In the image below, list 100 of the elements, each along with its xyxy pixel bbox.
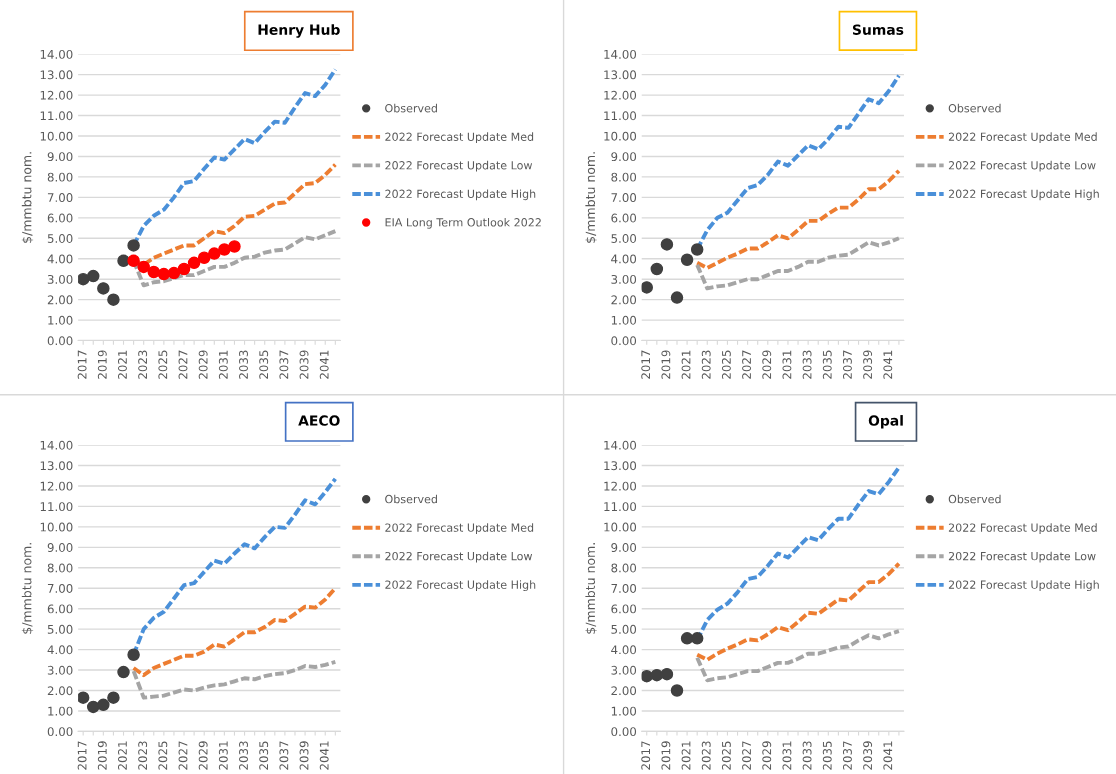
point bbox=[670, 291, 684, 304]
x-tick-label: 2019 bbox=[661, 350, 671, 379]
point bbox=[127, 239, 140, 252]
x-tick-label: 2029 bbox=[762, 741, 772, 770]
x-tick-label: 2035 bbox=[822, 741, 832, 770]
point bbox=[157, 267, 171, 281]
line-series bbox=[131, 659, 338, 700]
y-tick-label: 3.00 bbox=[611, 665, 637, 675]
point bbox=[97, 698, 110, 712]
x-tick-label: 2027 bbox=[742, 741, 752, 770]
x-tick-label: 2031 bbox=[218, 741, 228, 770]
x-tick-label: 2019 bbox=[661, 741, 671, 770]
legend-label: Observed bbox=[385, 103, 437, 113]
x-tick-label: 2039 bbox=[863, 741, 873, 770]
legend-label: 2022 Forecast Update Low bbox=[948, 551, 1096, 563]
y-tick-label: 13.00 bbox=[40, 461, 73, 471]
legend-label: 2022 Forecast Update Low bbox=[385, 160, 533, 172]
point bbox=[137, 260, 150, 274]
point bbox=[680, 632, 694, 645]
point bbox=[177, 262, 191, 276]
y-tick-label: 14.00 bbox=[604, 440, 637, 450]
x-tick-label: 2023 bbox=[138, 350, 148, 379]
x-tick-label: 2025 bbox=[158, 350, 168, 379]
x-tick-label: 2025 bbox=[158, 741, 168, 770]
x-tick-label: 2027 bbox=[178, 741, 188, 770]
y-tick-label: 4.00 bbox=[611, 254, 637, 264]
chart-title: Henry Hub bbox=[258, 24, 340, 38]
point bbox=[660, 238, 674, 251]
y-tick-label: 6.00 bbox=[611, 213, 637, 223]
y-tick-label: 0.00 bbox=[47, 336, 73, 346]
y-tick-label: 11.00 bbox=[604, 111, 637, 121]
y-tick-label: 11.00 bbox=[40, 111, 73, 121]
legend-label: 2022 Forecast Update Med bbox=[385, 132, 534, 144]
x-tick-label: 2017 bbox=[77, 741, 87, 770]
y-tick-label: 13.00 bbox=[40, 70, 73, 80]
chart-title: Opal bbox=[868, 415, 903, 429]
x-tick-label: 2035 bbox=[259, 741, 269, 770]
y-tick-label: 12.00 bbox=[40, 481, 73, 491]
y-tick-label: 6.00 bbox=[611, 604, 637, 614]
x-tick-label: 2021 bbox=[118, 350, 127, 379]
point bbox=[218, 243, 231, 256]
y-tick-label: 9.00 bbox=[611, 543, 637, 552]
y-tick-label: 12.00 bbox=[40, 90, 73, 100]
legend-label: 2022 Forecast Update Med bbox=[948, 132, 1097, 144]
y-tick-label: 6.00 bbox=[47, 213, 73, 223]
y-tick-label: 3.00 bbox=[47, 665, 73, 675]
point bbox=[78, 272, 90, 286]
y-tick-label: 0.00 bbox=[611, 727, 637, 737]
point bbox=[690, 243, 704, 256]
legend-label: Observed bbox=[385, 494, 437, 504]
y-tick-label: 2.00 bbox=[611, 295, 637, 305]
x-tick-label: 2037 bbox=[279, 741, 289, 770]
x-tick-label: 2017 bbox=[641, 741, 651, 770]
y-tick-label: 8.00 bbox=[611, 172, 637, 182]
y-tick-label: 5.00 bbox=[47, 234, 73, 243]
y-tick-label: 3.00 bbox=[611, 274, 637, 284]
line-series bbox=[695, 168, 901, 270]
x-tick-label: 2033 bbox=[802, 350, 812, 379]
point bbox=[228, 240, 241, 253]
y-tick-label: 12.00 bbox=[604, 90, 637, 100]
y-tick-label: 3.00 bbox=[47, 274, 73, 284]
x-tick-label: 2023 bbox=[701, 350, 711, 379]
y-tick-label: 5.00 bbox=[611, 624, 637, 634]
point bbox=[167, 266, 181, 280]
y-tick-label: 0.00 bbox=[611, 336, 637, 346]
point bbox=[147, 265, 161, 279]
x-tick-label: 2041 bbox=[319, 741, 329, 770]
y-tick-label: 1.00 bbox=[611, 706, 637, 716]
legend-label: 2022 Forecast Update High bbox=[385, 580, 536, 592]
y-tick-label: 14.00 bbox=[604, 49, 637, 59]
y-tick-label: 7.00 bbox=[611, 583, 637, 593]
y-tick-label: 6.00 bbox=[47, 604, 73, 614]
y-tick-label: 4.00 bbox=[611, 645, 637, 655]
legend-label: 2022 Forecast Update Med bbox=[948, 523, 1097, 534]
point bbox=[197, 251, 211, 264]
y-axis-title: $/mmbtu nom. bbox=[585, 543, 597, 634]
y-tick-label: 12.00 bbox=[604, 481, 637, 491]
point bbox=[107, 691, 120, 704]
y-tick-label: 1.00 bbox=[48, 706, 73, 716]
x-tick-label: 2017 bbox=[641, 350, 651, 379]
legend-label: 2022 Forecast Update Med bbox=[385, 523, 534, 534]
y-tick-label: 8.00 bbox=[611, 563, 637, 573]
x-tick-label: 2031 bbox=[782, 350, 792, 379]
point bbox=[86, 700, 100, 714]
y-tick-label: 7.00 bbox=[47, 193, 73, 203]
y-tick-label: 14.00 bbox=[40, 440, 73, 450]
point bbox=[690, 632, 704, 645]
x-tick-label: 2033 bbox=[239, 741, 248, 770]
x-tick-label: 2021 bbox=[681, 741, 691, 770]
y-tick-label: 9.00 bbox=[47, 152, 73, 162]
y-tick-label: 9.00 bbox=[47, 543, 73, 552]
y-axis-title: $/mmbtu nom. bbox=[21, 152, 34, 243]
x-tick-label: 2037 bbox=[842, 741, 852, 770]
legend-label: 2022 Forecast Update High bbox=[948, 189, 1099, 201]
x-tick-label: 2025 bbox=[721, 350, 731, 379]
point bbox=[127, 254, 140, 268]
line-series bbox=[131, 586, 338, 678]
point bbox=[670, 684, 684, 697]
y-tick-label: 13.00 bbox=[604, 461, 637, 471]
line-series bbox=[695, 236, 901, 291]
